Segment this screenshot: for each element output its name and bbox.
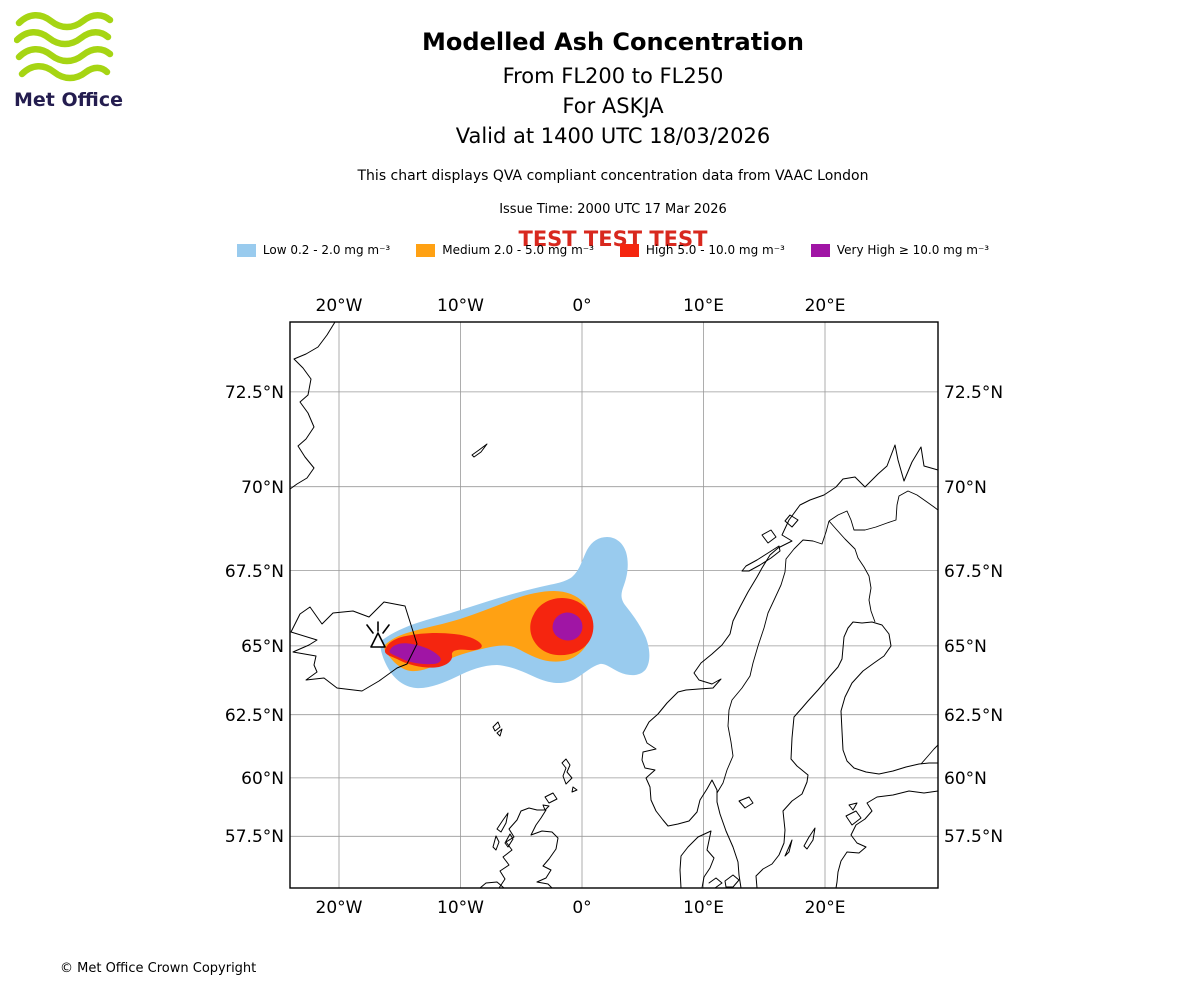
- copyright-notice: © Met Office Crown Copyright: [60, 961, 257, 976]
- coastline-faroes: [492, 721, 503, 737]
- lat-label: 70°N: [241, 478, 284, 498]
- map-frame: [289, 321, 939, 889]
- met-office-logo-icon: [13, 12, 114, 82]
- lat-label: 62.5°N: [225, 706, 284, 726]
- title-block: Modelled Ash Concentration From FL200 to…: [26, 28, 1200, 251]
- coastline-baltic-states: [835, 790, 939, 889]
- coastline-lofoten: [741, 514, 799, 572]
- lon-labels-top: 20°W 10°W 0° 10°E 20°E: [316, 296, 846, 316]
- coastline-jan-mayen: [471, 443, 488, 458]
- legend-label-low: Low 0.2 - 2.0 mg m⁻³: [262, 243, 391, 257]
- lon-labels-bottom: 20°W 10°W 0° 10°E 20°E: [316, 898, 846, 918]
- lon-label: 0°: [572, 296, 591, 316]
- legend-item-low: Low 0.2 - 2.0 mg m⁻³: [236, 243, 391, 257]
- concentration-legend: Low 0.2 - 2.0 mg m⁻³ Medium 2.0 - 5.0 mg…: [26, 243, 1200, 257]
- legend-swatch-very-high: [810, 243, 830, 257]
- lon-label: 20°W: [316, 296, 363, 316]
- qva-note: This chart displays QVA compliant concen…: [357, 168, 869, 184]
- lat-label: 62.5°N: [944, 706, 1003, 726]
- coastline-scotland: [498, 807, 559, 889]
- lat-label: 67.5°N: [944, 562, 1003, 582]
- border-finland-russia: [920, 744, 939, 765]
- coastline-orkney: [542, 792, 558, 811]
- lat-label: 57.5°N: [225, 827, 284, 847]
- lon-label: 10°W: [437, 296, 484, 316]
- lat-labels-left: 72.5°N 70°N 67.5°N 65°N 62.5°N 60°N 57.5…: [225, 383, 284, 847]
- valid-time-line: Valid at 1400 UTC 18/03/2026: [455, 124, 771, 148]
- lat-label: 70°N: [944, 478, 987, 498]
- page-title: Modelled Ash Concentration: [422, 28, 804, 56]
- met-office-wordmark: Met Office: [14, 89, 123, 111]
- lat-label: 72.5°N: [225, 383, 284, 403]
- coastline-denmark: [679, 830, 740, 889]
- met-office-logo: Met Office: [13, 10, 134, 111]
- flight-level-line: From FL200 to FL250: [502, 64, 724, 88]
- ash-very-high-east-polygon: [552, 612, 583, 641]
- ash-very-high-west-polygon: [389, 643, 441, 665]
- volcano-marker: [366, 621, 390, 648]
- coastline-ireland: [479, 881, 505, 889]
- lat-label: 60°N: [241, 769, 284, 789]
- national-borders: [716, 490, 939, 794]
- coastline-greenland: [289, 321, 336, 490]
- lat-labels-right: 72.5°N 70°N 67.5°N 65°N 62.5°N 60°N 57.5…: [944, 383, 1003, 847]
- lat-label: 65°N: [241, 637, 284, 657]
- border-sweden-finland: [828, 520, 876, 623]
- legend-label-very-high: Very High ≥ 10.0 mg m⁻³: [836, 243, 990, 257]
- issue-time: Issue Time: 2000 UTC 17 Mar 2026: [499, 202, 727, 217]
- test-banner: TEST TEST TEST: [518, 227, 708, 251]
- legend-label-medium: Medium 2.0 - 5.0 mg m⁻³: [442, 243, 594, 257]
- lon-label: 10°W: [437, 898, 484, 918]
- border-norway-sweden: [716, 520, 830, 794]
- coastline-gotland-oland: [784, 827, 816, 857]
- lat-label: 65°N: [944, 637, 987, 657]
- lon-label: 20°E: [805, 898, 846, 918]
- legend-item-high: High 5.0 - 10.0 mg m⁻³: [619, 243, 785, 257]
- legend-label-high: High 5.0 - 10.0 mg m⁻³: [645, 243, 785, 257]
- ash-plume: [380, 537, 650, 689]
- lat-label: 67.5°N: [225, 562, 284, 582]
- coastline-iceland: [290, 601, 418, 692]
- lat-label: 57.5°N: [944, 827, 1003, 847]
- lon-label: 20°E: [805, 296, 846, 316]
- legend-item-medium: Medium 2.0 - 5.0 mg m⁻³: [416, 243, 594, 257]
- lon-label: 0°: [572, 898, 591, 918]
- lon-label: 10°E: [683, 898, 724, 918]
- coastline-shetland: [561, 758, 578, 793]
- legend-item-very-high: Very High ≥ 10.0 mg m⁻³: [810, 243, 990, 257]
- lat-label: 72.5°N: [944, 383, 1003, 403]
- lon-label: 10°E: [683, 296, 724, 316]
- coastline-scandinavia: [641, 444, 939, 889]
- coastline-hebrides: [492, 812, 514, 851]
- lat-label: 60°N: [944, 769, 987, 789]
- legend-swatch-medium: [416, 243, 436, 257]
- coastlines: [289, 321, 939, 889]
- volcano-line: For ASKJA: [562, 94, 664, 118]
- lon-label: 20°W: [316, 898, 363, 918]
- lake-vanern: [738, 796, 754, 809]
- legend-swatch-low: [236, 243, 256, 257]
- border-norway-finland: [828, 490, 939, 531]
- legend-swatch-high: [619, 243, 639, 257]
